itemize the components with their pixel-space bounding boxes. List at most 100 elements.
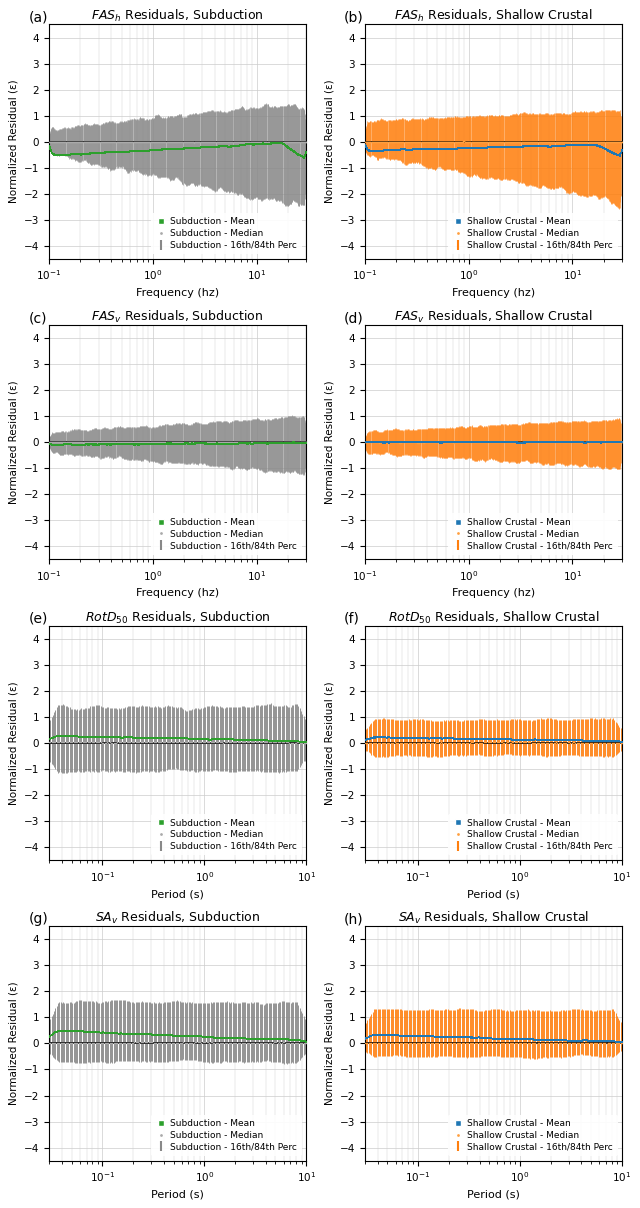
Point <box>47 143 57 162</box>
Point <box>445 733 455 753</box>
Title: $\it{RotD}_{50}$ Residuals, Subduction: $\it{RotD}_{50}$ Residuals, Subduction <box>85 610 270 626</box>
Point <box>269 1029 279 1049</box>
Point <box>489 133 499 152</box>
Point <box>538 137 548 156</box>
Point <box>409 432 419 452</box>
Point <box>242 133 252 152</box>
Point <box>419 432 429 452</box>
Point <box>418 1027 428 1046</box>
Point <box>153 140 163 159</box>
Point <box>540 1030 550 1050</box>
Point <box>609 432 619 452</box>
Point <box>131 141 141 161</box>
Point <box>381 1034 392 1053</box>
Point <box>63 133 73 152</box>
Point <box>181 728 191 748</box>
Point <box>185 732 195 751</box>
Point <box>579 1030 589 1050</box>
Point <box>294 132 305 151</box>
Point <box>278 133 288 152</box>
Point <box>410 728 420 748</box>
Point <box>114 432 124 452</box>
Point <box>600 132 610 151</box>
Point <box>602 140 612 159</box>
Point <box>212 1028 222 1047</box>
Point <box>536 137 546 156</box>
Point <box>450 139 460 158</box>
Point <box>554 432 564 452</box>
Point <box>615 145 625 164</box>
Point <box>97 144 108 163</box>
Point <box>602 432 612 452</box>
Point <box>142 432 152 452</box>
Point <box>611 1032 621 1051</box>
Point <box>231 1033 241 1052</box>
Point <box>599 132 609 151</box>
Point <box>477 1034 488 1053</box>
Point <box>594 733 604 753</box>
Point <box>584 432 594 452</box>
Point <box>587 1032 597 1051</box>
Point <box>418 432 428 452</box>
Point <box>571 432 581 452</box>
Point <box>595 733 605 753</box>
Point <box>199 133 209 152</box>
Point <box>538 432 548 452</box>
Point <box>183 139 193 158</box>
Point <box>511 432 522 452</box>
Point <box>389 733 399 753</box>
Point <box>462 132 472 151</box>
Point <box>367 432 377 452</box>
Point <box>406 728 417 748</box>
Point <box>257 134 268 153</box>
Point <box>58 133 68 152</box>
Point <box>294 145 305 164</box>
Point <box>602 432 612 452</box>
Point <box>260 434 271 453</box>
Point <box>551 432 561 452</box>
Point <box>531 432 541 452</box>
Point <box>115 732 125 751</box>
Point <box>279 135 289 155</box>
Point <box>373 432 383 452</box>
Point <box>136 432 146 452</box>
Point <box>604 1032 614 1051</box>
Point <box>369 141 379 161</box>
Point <box>57 733 67 753</box>
Point <box>588 432 598 452</box>
Point <box>420 1033 431 1052</box>
Point <box>433 432 443 452</box>
Point <box>488 1029 498 1049</box>
Point <box>374 1034 384 1053</box>
Point <box>292 432 303 452</box>
Point <box>80 1022 90 1041</box>
Point <box>193 730 203 749</box>
Point <box>564 1034 574 1053</box>
Point <box>207 1033 217 1052</box>
Point <box>65 145 76 164</box>
Point <box>485 1034 495 1053</box>
Point <box>62 1021 72 1040</box>
Point <box>261 432 271 452</box>
Point <box>76 145 86 164</box>
Point <box>106 143 116 162</box>
Point <box>579 132 589 151</box>
Point <box>444 1034 454 1053</box>
Point <box>58 733 68 753</box>
Point <box>296 133 306 152</box>
Point <box>602 731 612 750</box>
Point <box>243 133 253 152</box>
Point <box>75 732 85 751</box>
Point <box>135 435 145 454</box>
Point <box>502 1034 512 1053</box>
Point <box>580 731 591 750</box>
Point <box>124 132 134 151</box>
Point <box>588 732 598 751</box>
Point <box>583 432 593 452</box>
Point <box>44 733 54 753</box>
Point <box>537 137 547 156</box>
Point <box>394 1033 404 1052</box>
Point <box>567 432 577 452</box>
Point <box>443 432 453 452</box>
Point <box>362 733 372 753</box>
